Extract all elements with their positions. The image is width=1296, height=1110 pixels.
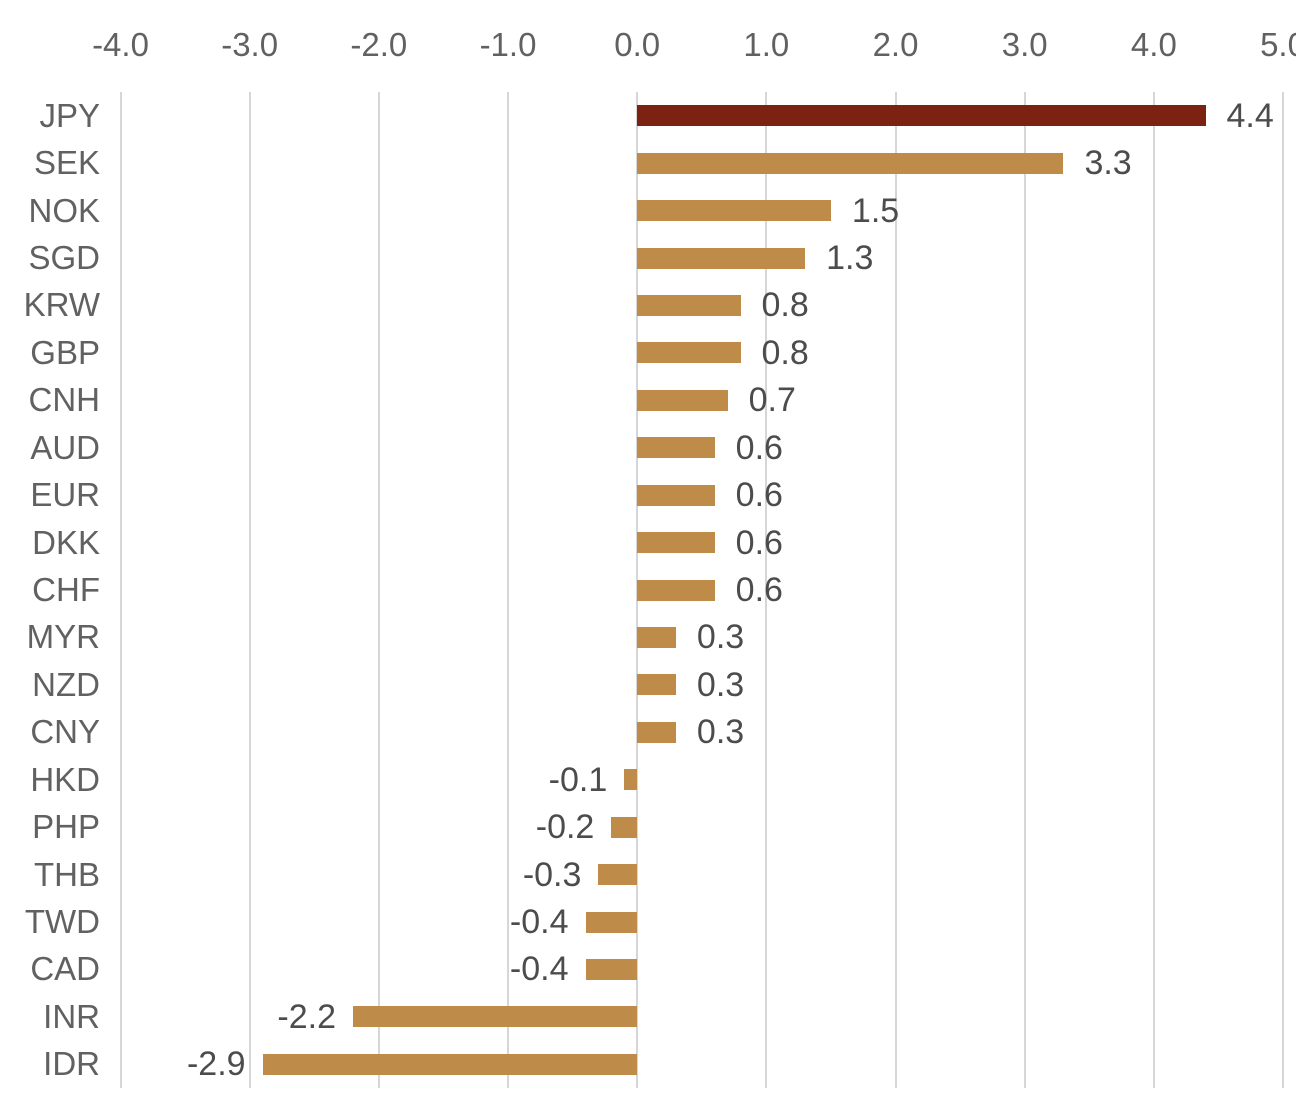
bar-cad [585, 958, 638, 980]
x-axis-tick-label: -3.0 [221, 26, 279, 63]
bar-idr [262, 1053, 638, 1075]
bar-dkk [637, 532, 715, 554]
category-label: EUR [30, 476, 100, 514]
x-axis-tick-label: 5.0 [1260, 26, 1296, 63]
category-label: TWD [24, 903, 100, 940]
bar-hkd [624, 769, 638, 791]
value-label: 0.6 [735, 523, 783, 562]
category-label: SEK [33, 144, 100, 182]
category-label: CNH [28, 381, 101, 419]
x-axis-tick-label: 1.0 [743, 26, 790, 63]
category-label: NZD [32, 665, 100, 703]
category-label: GBP [30, 333, 100, 371]
gridline [765, 92, 768, 1088]
value-label: 1.3 [826, 239, 874, 277]
value-label: 0.6 [735, 571, 783, 609]
value-label: -0.1 [548, 760, 608, 799]
category-label: NOK [28, 191, 100, 229]
value-label: -0.2 [535, 808, 595, 847]
bar-php [611, 816, 638, 838]
bar-twd [585, 911, 638, 933]
x-axis-tick-label: 4.0 [1130, 26, 1177, 63]
gridline [1152, 92, 1155, 1088]
x-axis-tick-label: -4.0 [92, 26, 149, 63]
bar-sgd [637, 247, 806, 269]
x-axis-tick-label: -2.0 [350, 26, 408, 63]
value-label: 0.7 [748, 381, 796, 420]
gridline [377, 92, 380, 1088]
category-label: CHF [32, 571, 100, 608]
category-label: CNY [30, 713, 100, 751]
value-label: 3.3 [1084, 144, 1132, 183]
gridline [1023, 92, 1026, 1088]
value-label: 0.6 [735, 476, 783, 515]
bar-aud [637, 437, 715, 459]
value-label: -2.9 [186, 1045, 246, 1084]
bar-krw [637, 294, 741, 316]
value-label: 0.3 [696, 618, 745, 657]
value-label: 0.3 [696, 665, 745, 704]
category-label: IDR [43, 1045, 100, 1083]
value-label: 0.8 [761, 286, 809, 325]
value-label: 0.3 [696, 713, 745, 752]
bar-thb [598, 864, 638, 886]
value-label: -0.3 [522, 855, 582, 894]
value-label: -0.4 [509, 950, 569, 989]
category-label: JPY [39, 96, 100, 134]
category-label: PHP [32, 808, 100, 846]
category-label: SGD [28, 239, 100, 276]
value-label: -2.2 [277, 997, 336, 1036]
bar-jpy [637, 105, 1206, 127]
bar-inr [353, 1006, 638, 1028]
gridline [894, 92, 897, 1088]
gridline [507, 92, 509, 1088]
category-label: DKK [32, 523, 100, 561]
bar-eur [637, 484, 715, 506]
bar-nzd [637, 674, 676, 696]
value-label: 0.8 [761, 333, 809, 372]
category-label: HKD [30, 760, 100, 798]
x-axis-tick-label: -1.0 [479, 26, 537, 63]
value-label: 4.4 [1226, 96, 1274, 135]
x-axis-tick-label: 2.0 [872, 26, 919, 63]
bar-gbp [637, 342, 741, 364]
value-label: 1.5 [851, 191, 900, 230]
bar-cny [637, 721, 676, 743]
gridline [248, 92, 251, 1088]
category-label: KRW [23, 286, 100, 324]
x-axis-tick-label: 0.0 [614, 26, 661, 63]
bar-myr [637, 626, 676, 648]
gridline [1282, 92, 1285, 1088]
category-label: THB [34, 855, 100, 893]
value-label: 0.6 [735, 428, 783, 467]
x-axis-tick-label: 3.0 [1001, 26, 1048, 63]
category-label: MYR [26, 618, 100, 656]
bar-sek [637, 152, 1064, 174]
bar-chf [637, 579, 715, 601]
gridline [119, 92, 122, 1088]
category-label: INR [43, 997, 100, 1035]
bar-nok [637, 200, 831, 222]
value-label: -0.4 [509, 903, 569, 941]
bar-cnh [637, 389, 728, 411]
category-label: CAD [30, 950, 100, 988]
category-label: AUD [30, 428, 100, 466]
